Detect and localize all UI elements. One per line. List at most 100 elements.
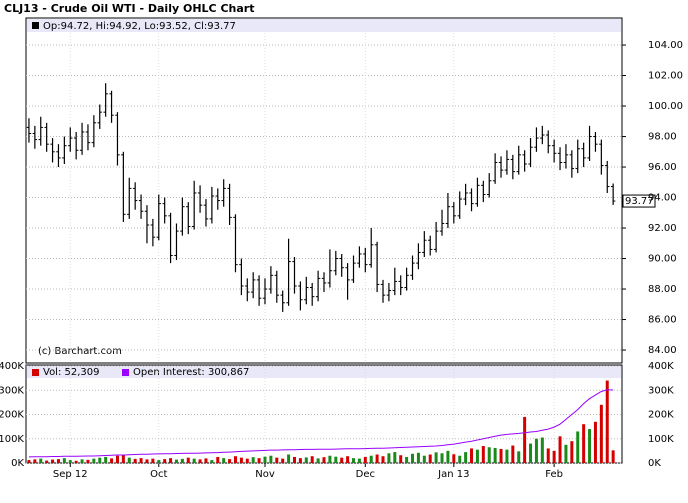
watermark: (c) Barchart.com: [38, 346, 122, 357]
volume-bar: [428, 454, 432, 463]
x-tick-label: Oct: [150, 469, 167, 480]
volume-bar: [257, 458, 261, 463]
y-tick-label: 100.00: [648, 101, 683, 112]
volume-tick-label: 100K: [648, 434, 674, 445]
volume-bar: [381, 456, 385, 463]
volume-bar: [582, 424, 586, 463]
volume-bar: [363, 456, 367, 463]
volume-bar: [27, 460, 31, 463]
volume-bar: [110, 458, 114, 463]
volume-bar: [86, 459, 90, 463]
volume-tick-label: 0K: [648, 458, 661, 469]
volume-tick-label: 200K: [0, 410, 24, 421]
volume-bar: [499, 448, 503, 463]
x-tick-label: Feb: [545, 469, 563, 480]
volume-bar: [458, 455, 462, 463]
volume-bar: [416, 452, 420, 463]
last-price-box: [622, 194, 656, 208]
volume-bar: [505, 449, 509, 463]
volume-bar: [511, 445, 515, 463]
volume-bar: [222, 458, 226, 463]
volume-bar: [145, 459, 149, 463]
volume-bar: [605, 380, 609, 463]
volume-bar: [39, 458, 43, 463]
volume-bar: [163, 459, 167, 463]
volume-bar: [357, 458, 361, 463]
volume-bar: [440, 453, 444, 463]
volume-bar: [33, 459, 37, 463]
volume-bar: [564, 444, 568, 463]
volume-bar: [104, 456, 108, 463]
last-price-label: 93.77: [625, 196, 654, 207]
x-tick-label: Dec: [356, 469, 375, 480]
volume-bar: [216, 456, 220, 463]
volume-bar: [157, 460, 161, 463]
oi-legend-swatch: [122, 369, 129, 376]
volume-bar: [405, 456, 409, 463]
volume-tick-label: 400K: [648, 361, 674, 372]
volume-bar: [517, 451, 521, 463]
volume-bar: [422, 455, 426, 463]
volume-bar: [275, 457, 279, 463]
volume-bar: [546, 448, 550, 463]
volume-bar: [599, 404, 603, 463]
volume-tick-label: 300K: [0, 385, 24, 396]
volume-bar: [186, 457, 190, 463]
volume-bar: [68, 460, 72, 463]
volume-bar: [434, 452, 438, 463]
volume-bar: [487, 447, 491, 463]
volume-bar: [352, 458, 356, 463]
volume-bar: [210, 460, 214, 463]
x-tick-label: Jan 13: [437, 469, 469, 480]
volume-bar: [151, 458, 155, 463]
volume-bar: [180, 458, 184, 463]
volume-bar: [611, 450, 615, 463]
price-legend-swatch: [32, 22, 39, 29]
volume-tick-label: 0K: [11, 458, 24, 469]
volume-bar: [310, 456, 314, 463]
volume-bar: [446, 450, 450, 463]
volume-bar: [228, 459, 232, 463]
y-tick-label: 104.00: [648, 40, 683, 51]
volume-bar: [534, 438, 538, 463]
y-tick-label: 84.00: [648, 345, 677, 356]
volume-legend-band: [27, 366, 621, 378]
volume-bar: [334, 456, 338, 463]
volume-bar: [411, 453, 415, 463]
marks: 93.77: [26, 83, 656, 463]
volume-bar: [45, 460, 49, 463]
volume-bar: [298, 458, 302, 463]
volume-bar: [475, 449, 479, 463]
volume-tick-label: 400K: [0, 361, 24, 372]
volume-bar: [452, 454, 456, 463]
y-tick-label: 96.00: [648, 162, 677, 173]
volume-bar: [192, 458, 196, 463]
oi-legend: Open Interest: 300,867: [133, 367, 249, 378]
volume-bar: [346, 456, 350, 463]
volume-bar: [470, 448, 474, 463]
volume-tick-label: 300K: [648, 385, 674, 396]
volume-bar: [204, 458, 208, 463]
volume-bar: [523, 416, 527, 463]
volume-bar: [263, 456, 267, 463]
volume-bar: [328, 455, 332, 463]
volume-bar: [251, 457, 255, 463]
volume-bar: [133, 458, 137, 463]
volume-bar: [115, 455, 119, 463]
volume-bar: [316, 458, 320, 463]
volume-tick-label: 100K: [0, 434, 24, 445]
volume-bar: [56, 459, 60, 463]
volume-bar: [593, 421, 597, 463]
volume-bar: [552, 450, 556, 463]
volume-bar: [399, 455, 403, 463]
volume-bar: [493, 447, 497, 463]
volume-bar: [322, 457, 326, 463]
volume-bar: [74, 460, 78, 463]
volume-bar: [121, 454, 125, 463]
volume-bar: [233, 456, 237, 463]
volume-bar: [281, 458, 285, 463]
volume-bar: [80, 459, 84, 463]
volume-bar: [464, 452, 468, 463]
volume-bar: [369, 455, 373, 463]
